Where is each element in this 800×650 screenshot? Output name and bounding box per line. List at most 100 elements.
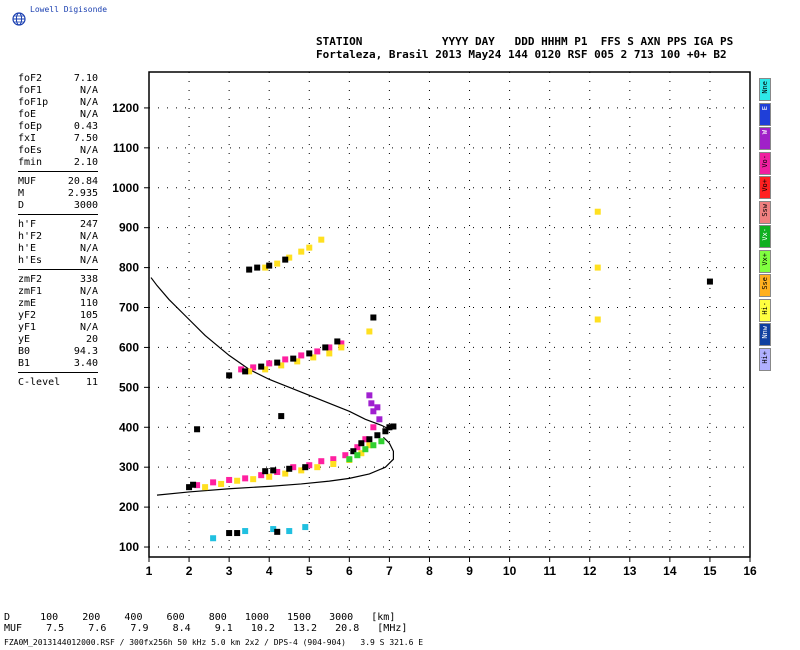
param-name: yF1 — [18, 322, 37, 333]
echo-trace-point — [306, 462, 313, 469]
param-value: 0.43 — [73, 121, 98, 132]
param-value: N/A — [79, 255, 98, 266]
echo-trace-point — [250, 364, 257, 371]
echo-trace-point — [250, 476, 257, 483]
mode-swatch: Nnw — [759, 323, 771, 346]
param-value: 20.84 — [67, 176, 98, 187]
y-tick-label: 500 — [119, 380, 139, 394]
mode-swatch: Vo+ — [759, 176, 771, 199]
echo-trace-point — [314, 348, 321, 355]
param-value: 3000 — [73, 200, 98, 211]
echo-trace-point — [368, 400, 375, 407]
param-value: 105 — [79, 310, 98, 321]
y-tick-label: 900 — [119, 221, 139, 235]
echo-trace-point — [366, 328, 373, 335]
echo-trace-point — [390, 423, 397, 430]
x-tick-label: 12 — [583, 564, 597, 578]
y-tick-label: 200 — [119, 500, 139, 514]
param-name: foF1p — [18, 97, 49, 108]
echo-trace-point — [218, 480, 225, 487]
echo-trace-point — [376, 416, 383, 423]
echo-trace-point — [266, 262, 273, 269]
globe-icon — [12, 12, 26, 26]
param-value: N/A — [79, 322, 98, 333]
echo-trace-point — [302, 524, 309, 531]
echo-trace-point — [366, 392, 373, 399]
y-tick-label: 100 — [119, 540, 139, 554]
param-row: h'E N/A — [18, 243, 98, 255]
echo-trace-point — [358, 440, 365, 447]
x-tick-label: 2 — [186, 564, 193, 578]
echo-trace-point — [234, 530, 241, 537]
echo-trace-point — [202, 484, 209, 491]
echo-trace-point — [274, 359, 281, 366]
ionogram-chart: 1 2 3 4 5 6 7 8 9 10 11 12 13 14 15 1610020030040050060… — [112, 71, 757, 578]
echo-trace-point — [282, 256, 289, 263]
y-tick-label: 400 — [119, 420, 139, 434]
param-name: foF2 — [18, 73, 43, 84]
echo-trace-point — [318, 236, 325, 243]
mode-swatch: E — [759, 102, 771, 126]
param-separator — [18, 269, 98, 270]
echo-trace-point — [362, 436, 369, 443]
mode-label: Vo+ — [761, 179, 769, 192]
echo-trace-point — [370, 314, 377, 321]
param-row: h'F2 N/A — [18, 231, 98, 243]
x-tick-label: 15 — [703, 564, 717, 578]
param-row: fmin 2.10 — [18, 157, 98, 169]
param-row: C-level 11 — [18, 377, 98, 389]
echo-trace-point — [306, 350, 313, 357]
param-row: zmF2 338 — [18, 274, 98, 286]
param-row: yF2 105 — [18, 310, 98, 322]
param-value: N/A — [79, 97, 98, 108]
param-row: h'Es N/A — [18, 255, 98, 267]
echo-trace-point — [286, 465, 293, 472]
param-name: MUF — [18, 176, 37, 187]
echo-trace-point — [258, 363, 265, 370]
param-name: yE — [18, 334, 31, 345]
mode-label: Nnw — [761, 326, 769, 339]
echo-trace-point — [298, 352, 305, 359]
param-value: 20 — [85, 334, 98, 345]
param-value: 338 — [79, 274, 98, 285]
param-value: 7.50 — [73, 133, 98, 144]
param-row: B1 3.40 — [18, 358, 98, 370]
param-value: 110 — [79, 298, 98, 309]
param-name: B0 — [18, 346, 31, 357]
echo-trace-point — [258, 472, 265, 479]
mode-swatch: Nne — [759, 78, 771, 101]
y-tick-label: 1200 — [112, 101, 139, 115]
param-value: N/A — [79, 85, 98, 96]
echo-trace-point — [314, 464, 321, 471]
echo-trace-point — [238, 366, 245, 373]
echo-trace-point — [194, 426, 201, 433]
y-tick-label: 1000 — [112, 181, 139, 195]
mode-label: Nne — [761, 81, 769, 94]
echo-trace-point — [318, 458, 325, 465]
param-name: foEp — [18, 121, 43, 132]
param-value: N/A — [79, 231, 98, 242]
echo-trace-point — [210, 535, 217, 542]
echo-trace-point — [306, 244, 313, 251]
echo-trace-point — [374, 404, 381, 411]
echo-trace-point — [594, 264, 601, 271]
mode-swatch: Hi+ — [759, 347, 771, 371]
param-row: foE N/A — [18, 109, 98, 121]
echo-trace-point — [270, 526, 277, 533]
echo-trace-point — [378, 438, 385, 445]
param-name: foEs — [18, 145, 43, 156]
y-tick-label: 300 — [119, 460, 139, 474]
echo-trace-point — [274, 468, 281, 475]
param-name: zmF2 — [18, 274, 43, 285]
param-value: 2.10 — [73, 157, 98, 168]
header-labels: STATION YYYY DAY DDD HHHM P1 FFS S AXN P… — [316, 35, 734, 48]
x-tick-label: 3 — [226, 564, 233, 578]
param-row: MUF 20.84 — [18, 176, 98, 188]
param-row: zmF1 N/A — [18, 286, 98, 298]
param-row: fxI 7.50 — [18, 133, 98, 145]
param-separator — [18, 372, 98, 373]
mode-label: W — [761, 130, 769, 135]
echo-trace-point — [386, 424, 393, 431]
echo-trace-point — [310, 354, 317, 361]
param-name: foF1 — [18, 85, 43, 96]
